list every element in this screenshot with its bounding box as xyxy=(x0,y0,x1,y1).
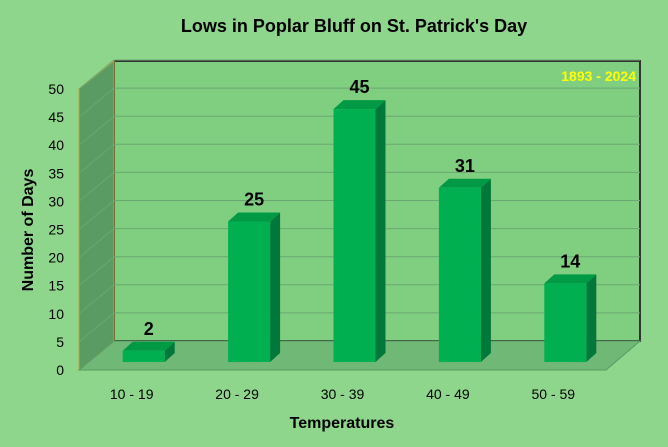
x-tick-label: 10 - 19 xyxy=(110,386,154,402)
x-tick-label: 40 - 49 xyxy=(426,386,470,402)
chart-title: Lows in Poplar Bluff on St. Patrick's Da… xyxy=(181,16,527,36)
bar-10-19 xyxy=(122,341,175,362)
x-tick-label: 50 - 59 xyxy=(532,386,576,402)
side-gridline xyxy=(78,256,115,287)
data-label: 25 xyxy=(244,190,264,210)
x-axis-title: Temperatures xyxy=(290,415,395,432)
data-labels: 2 25 45 31 14 xyxy=(144,77,581,339)
bar-top xyxy=(544,274,597,284)
side-gridline xyxy=(78,284,115,315)
y-tick-label: 35 xyxy=(48,165,64,181)
y-axis-title: Number of Days xyxy=(20,169,37,292)
y-tick-label: 30 xyxy=(48,193,64,209)
x-tick-label: 30 - 39 xyxy=(321,386,365,402)
bar-side xyxy=(480,178,491,362)
side-gridline xyxy=(78,59,115,90)
data-label: 14 xyxy=(560,251,580,271)
bar-side xyxy=(270,212,281,362)
bar-front xyxy=(122,350,165,362)
bar-front xyxy=(438,187,481,362)
y-tick-label: 0 xyxy=(56,362,64,378)
bar-20-29 xyxy=(228,212,281,362)
side-gridline xyxy=(78,172,115,202)
y-tick-label: 5 xyxy=(56,334,64,350)
bar-30-39 xyxy=(333,100,386,362)
bar-side xyxy=(586,274,597,362)
bar-side xyxy=(164,341,175,362)
y-tick-label: 20 xyxy=(48,250,64,266)
bar-top xyxy=(438,178,491,188)
y-tick-labels: 0 5 10 15 20 25 30 35 40 45 50 xyxy=(48,81,64,378)
bar-front xyxy=(333,109,376,362)
x-tick-label: 20 - 29 xyxy=(215,386,259,402)
bars xyxy=(122,100,597,362)
side-gridline xyxy=(78,143,115,174)
side-gridline xyxy=(78,115,115,146)
side-gridline xyxy=(78,228,115,258)
bar-top xyxy=(228,212,281,222)
y-tick-label: 50 xyxy=(48,81,64,97)
x-tick-labels: 10 - 19 20 - 29 30 - 39 40 - 49 50 - 59 xyxy=(110,386,575,402)
data-label: 45 xyxy=(349,77,369,97)
side-gridline xyxy=(78,200,115,230)
bar-front xyxy=(544,283,587,362)
data-label: 2 xyxy=(144,319,154,339)
bar-top xyxy=(333,100,386,110)
y-tick-label: 10 xyxy=(48,306,64,322)
year-range-annotation: 1893 - 2024 xyxy=(561,68,636,84)
bar-40-49 xyxy=(438,178,491,362)
bar-top xyxy=(122,341,175,351)
side-gridline xyxy=(78,87,115,118)
y-tick-label: 45 xyxy=(48,109,64,125)
y-tick-label: 40 xyxy=(48,137,64,153)
bar-front xyxy=(228,221,271,362)
bar-50-59 xyxy=(544,274,597,362)
side-gridline xyxy=(78,312,115,343)
data-label: 31 xyxy=(455,156,475,176)
y-tick-label: 25 xyxy=(48,222,64,238)
bar-side xyxy=(375,100,386,362)
y-tick-label: 15 xyxy=(48,278,64,294)
